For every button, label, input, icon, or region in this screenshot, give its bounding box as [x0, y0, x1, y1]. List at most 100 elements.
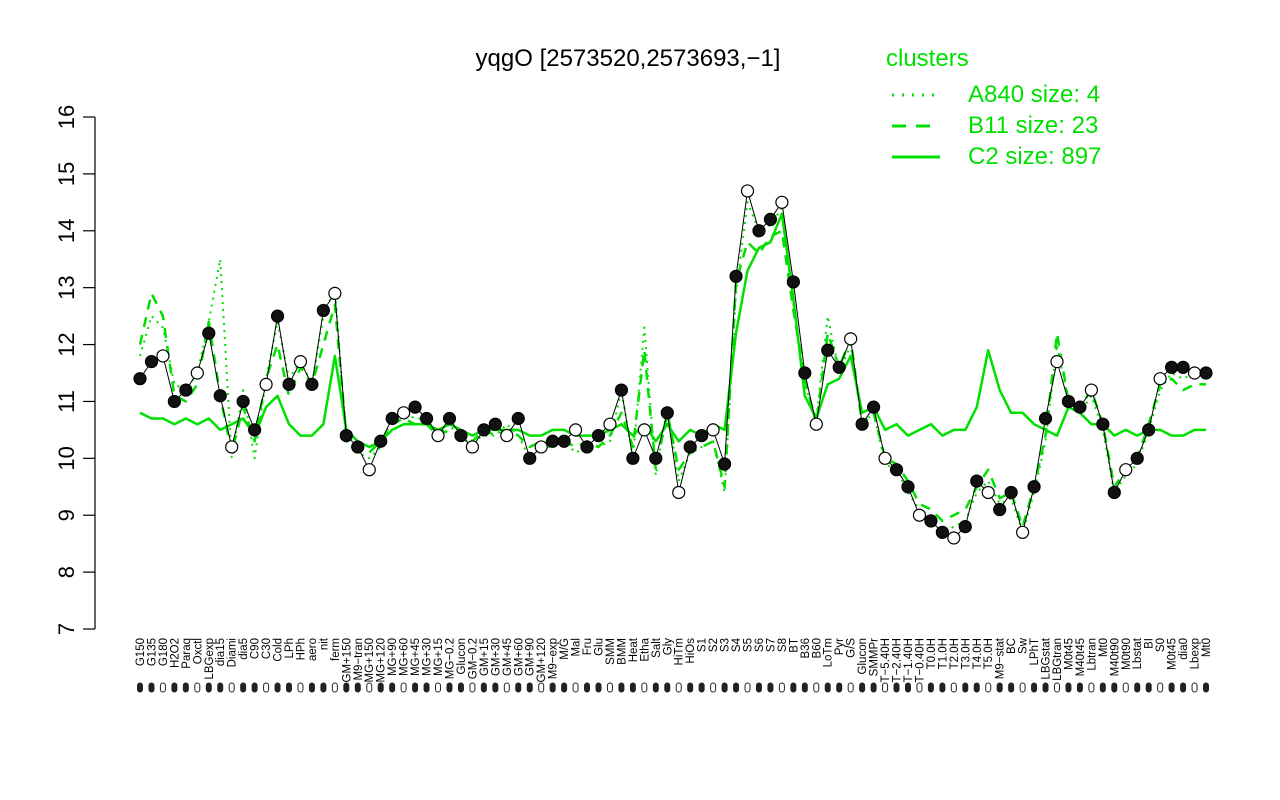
x-tick-label: BC [1006, 638, 1018, 654]
rug-mark [137, 682, 143, 693]
data-point [993, 502, 1007, 517]
rug-mark [755, 682, 762, 693]
data-point [133, 372, 147, 386]
data-point [1165, 360, 1179, 374]
data-point [1176, 360, 1190, 374]
rug-mark [1168, 682, 1175, 693]
x-tick-label: GM+30 [490, 638, 502, 676]
rug-mark [973, 682, 980, 693]
y-tick-label: 13 [54, 275, 79, 299]
data-point [488, 417, 502, 431]
y-axis: 7 8 9 10 11 12 13 14 15 16 [54, 105, 95, 635]
data-point [809, 417, 823, 431]
data-point [672, 485, 686, 500]
rug-mark [480, 682, 487, 693]
rug-mark [767, 682, 774, 693]
x-tick-label: dia15 [215, 638, 227, 666]
x-tick-label: HiOs [685, 638, 697, 664]
data-point [821, 343, 835, 357]
rug-mark [297, 682, 304, 693]
rug-mark [182, 682, 189, 693]
series-lines [138, 201, 1207, 534]
x-tick-label: M9−stat [995, 637, 1007, 679]
rug-mark [1203, 682, 1209, 693]
data-point [981, 485, 995, 500]
x-tick-label: Sw [1018, 637, 1030, 654]
data-point [729, 269, 743, 283]
x-tick-label: LBGstat [1041, 637, 1053, 679]
x-tick-label: LPhT [1029, 638, 1041, 666]
x-tick-label: M0t45 [1063, 638, 1075, 670]
data-point [465, 440, 480, 454]
x-tick-label: T5.0H [983, 638, 995, 669]
rug-mark [194, 682, 201, 693]
rug-mark [859, 682, 866, 693]
rug-mark [240, 682, 247, 693]
x-tick-label: G180 [158, 638, 170, 666]
rug-mark [996, 682, 1003, 693]
rug-mark [228, 682, 235, 693]
legend-title: clusters [886, 45, 969, 72]
data-point [442, 411, 457, 426]
data-point [511, 411, 525, 426]
x-tick-label: HiTm [674, 638, 686, 665]
rug-mark [664, 682, 671, 693]
x-tick-label: SMM [605, 638, 617, 665]
rug-mark [1099, 682, 1106, 693]
x-tick-label: LPh [284, 638, 296, 658]
data-point [1153, 372, 1167, 386]
data-point [1199, 366, 1213, 380]
data-point [844, 332, 858, 346]
rug-mark [870, 682, 877, 693]
rug-mark [366, 682, 373, 693]
data-point [419, 411, 434, 426]
x-tick-label: M0t45 [1167, 638, 1179, 670]
rug-mark [423, 682, 430, 693]
data-point [740, 184, 755, 198]
data-point [717, 457, 732, 471]
x-tick-label: S6 [754, 638, 766, 652]
rug-mark [492, 682, 499, 693]
x-tick-label: M9−exp [548, 638, 560, 679]
rug-mark [595, 682, 602, 693]
rug-mark [641, 682, 648, 693]
legend-label-b11: B11 size: 23 [968, 112, 1098, 139]
x-tick-label: BMM [616, 638, 628, 665]
data-point [1084, 383, 1098, 397]
x-tick-label: Diami [227, 638, 239, 667]
data-point [889, 463, 904, 477]
legend-label-a840: A840 size: 4 [968, 81, 1100, 108]
data-point [1187, 366, 1202, 380]
x-tick-label: T−5.40H [880, 638, 892, 682]
data-point [1119, 463, 1133, 477]
x-tick-label: nit [318, 637, 330, 650]
rug-mark [1053, 682, 1060, 693]
data-point [523, 451, 537, 465]
data-point [924, 514, 938, 528]
rug-mark [343, 682, 350, 693]
x-tick-label: BT [788, 638, 800, 653]
data-point [1107, 485, 1121, 500]
x-rug [137, 682, 1209, 693]
rug-mark [824, 682, 831, 693]
x-tick-label: BI [1144, 638, 1156, 649]
data-point [374, 434, 388, 448]
data-point [454, 428, 468, 443]
data-points [133, 184, 1213, 545]
data-point [832, 360, 846, 374]
x-tick-label: S2 [708, 638, 720, 652]
data-point [706, 423, 720, 437]
data-point [912, 508, 927, 522]
x-tick-label: ferm [330, 638, 342, 661]
data-point [328, 286, 342, 300]
rug-mark [927, 682, 934, 693]
rug-mark [389, 682, 396, 693]
x-tick-label: Paraq [181, 638, 193, 669]
x-tick-label: MG+60 [399, 638, 411, 676]
data-point [1096, 417, 1110, 431]
rug-mark [320, 682, 327, 693]
x-tick-label: Glu [593, 638, 605, 656]
data-point [408, 400, 422, 414]
data-point [557, 434, 571, 448]
